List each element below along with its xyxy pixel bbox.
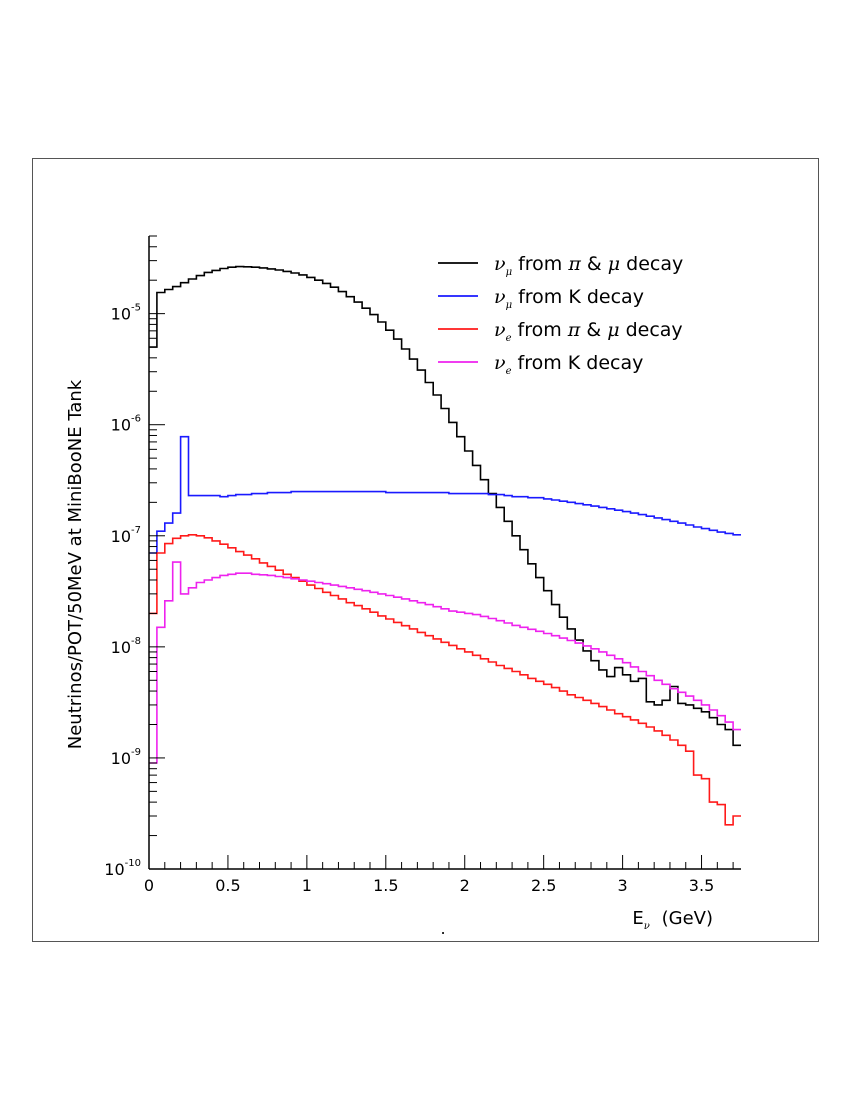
y-tick-exponent: -8 bbox=[131, 636, 141, 647]
series-line-0 bbox=[149, 265, 741, 747]
legend-flavor-subscript: μ bbox=[506, 300, 513, 311]
figure-frame: νμ from π & μ decay νμ from K decay νe fro… bbox=[32, 158, 819, 942]
x-tick-label: 1 bbox=[302, 876, 312, 895]
legend-label-0: νμ from π & μ decay bbox=[494, 253, 683, 278]
y-axis-title: Neutrinos/POT/50MeV at MiniBooNE Tank bbox=[65, 379, 86, 749]
x-tick-label: 3 bbox=[618, 876, 628, 895]
y-tick-base: 10 bbox=[104, 860, 124, 879]
y-tick-label: 10-5 bbox=[111, 303, 141, 324]
legend-text: from K decay bbox=[512, 286, 644, 308]
legend-tail: decay bbox=[620, 253, 683, 275]
legend-text: from bbox=[511, 319, 567, 341]
y-tick-exponent: -5 bbox=[131, 303, 141, 314]
y-tick-label: 10-10 bbox=[104, 858, 141, 879]
legend-flavor-subscript: e bbox=[506, 366, 512, 377]
y-tick-base: 10 bbox=[111, 749, 131, 768]
y-tick-base: 10 bbox=[111, 416, 131, 435]
y-tick-exponent: -10 bbox=[125, 858, 141, 869]
legend-ampersand: & bbox=[580, 319, 607, 341]
legend-label-3: νe from K decay bbox=[494, 352, 643, 377]
legend-mu-symbol: μ bbox=[608, 253, 620, 275]
footnote-dot: . bbox=[440, 919, 445, 938]
x-tick-label: 0 bbox=[144, 876, 154, 895]
x-tick-label: 3.5 bbox=[689, 876, 714, 895]
legend-nu-symbol: ν bbox=[494, 352, 506, 374]
legend-text: from K decay bbox=[511, 352, 643, 374]
x-axis-title-sub: ν bbox=[644, 921, 650, 932]
legend-pi-symbol: π bbox=[567, 319, 581, 341]
legend-mu-symbol: μ bbox=[607, 319, 619, 341]
y-tick-label: 10-9 bbox=[111, 747, 141, 768]
legend-text: from bbox=[512, 253, 568, 275]
legend-nu-symbol: ν bbox=[494, 319, 506, 341]
legend-nu-symbol: ν bbox=[494, 286, 506, 308]
legend-ampersand: & bbox=[581, 253, 608, 275]
series-line-3 bbox=[149, 561, 741, 764]
legend-label-2: νe from π & μ decay bbox=[494, 319, 683, 344]
legend-label-1: νμ from K decay bbox=[494, 286, 644, 311]
x-axis-title-unit: (GeV) bbox=[656, 908, 713, 929]
series-line-2 bbox=[149, 534, 741, 826]
x-tick-label: 2.5 bbox=[531, 876, 556, 895]
x-axis-title: Eν (GeV) bbox=[632, 908, 713, 932]
y-tick-exponent: -6 bbox=[131, 414, 141, 425]
y-tick-label: 10-8 bbox=[111, 636, 141, 657]
y-tick-base: 10 bbox=[111, 527, 131, 546]
y-tick-label: 10-6 bbox=[111, 414, 141, 435]
legend-nu-symbol: ν bbox=[494, 253, 506, 275]
legend-tail: decay bbox=[620, 319, 683, 341]
y-tick-label: 10-7 bbox=[111, 525, 141, 546]
series-line-1 bbox=[149, 435, 741, 554]
y-tick-base: 10 bbox=[111, 305, 131, 324]
legend-pi-symbol: π bbox=[567, 253, 581, 275]
x-axis-title-main: E bbox=[632, 908, 643, 929]
legend-flavor-subscript: e bbox=[506, 333, 512, 344]
x-tick-label: 1.5 bbox=[373, 876, 398, 895]
x-tick-label: 2 bbox=[460, 876, 470, 895]
y-tick-exponent: -9 bbox=[131, 747, 141, 758]
y-tick-exponent: -7 bbox=[131, 525, 141, 536]
x-tick-label: 0.5 bbox=[215, 876, 240, 895]
legend-flavor-subscript: μ bbox=[506, 267, 513, 278]
y-tick-base: 10 bbox=[111, 638, 131, 657]
